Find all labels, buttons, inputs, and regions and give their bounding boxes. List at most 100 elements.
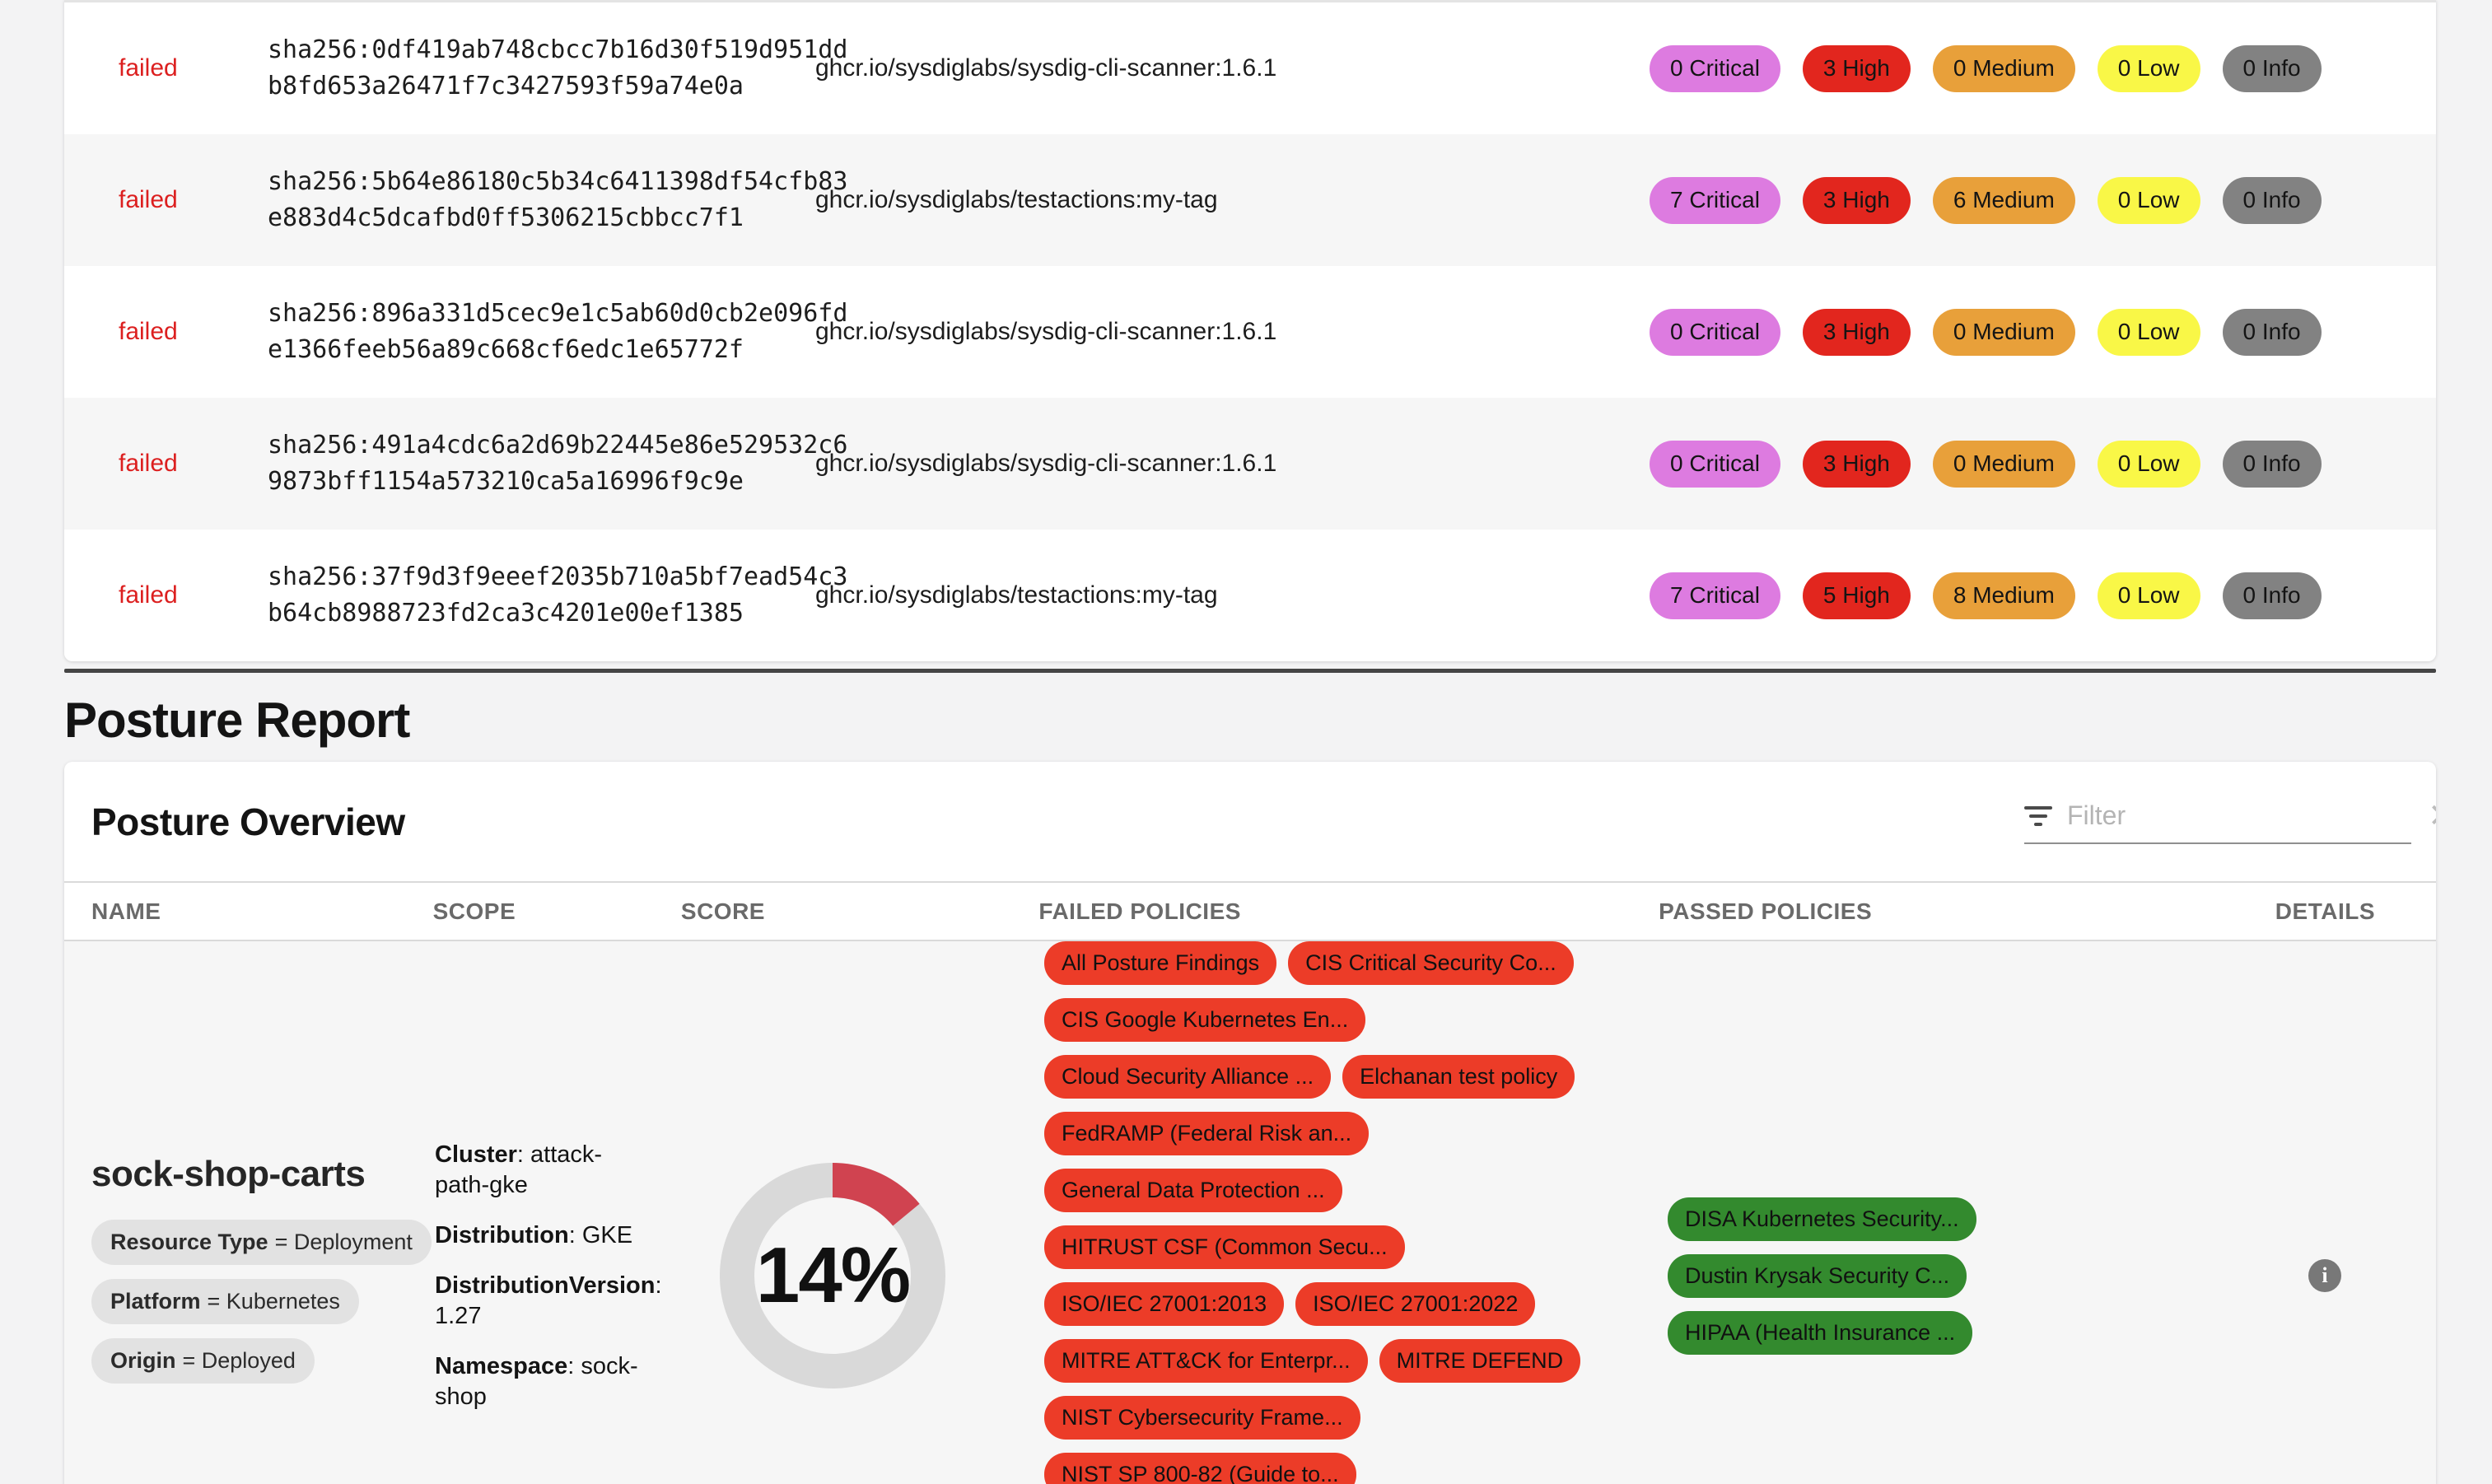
failed-policies-cell: All Posture Findings CIS Critical Securit…: [1044, 941, 1668, 1484]
scan-status: failed: [119, 318, 178, 345]
score-cell: 14%: [684, 1152, 1044, 1399]
failed-policy-badge: General Data Protection ...: [1044, 1169, 1342, 1212]
posture-table-header: NAME SCOPE SCORE FAILED POLICIES PASSED …: [64, 881, 2436, 941]
scope-entry: Distribution: GKE: [435, 1221, 633, 1248]
image-digest: sha256:0df419ab748cbcc7b16d30f519d951dd …: [268, 35, 848, 100]
failed-policy-badge: NIST SP 800-82 (Guide to...: [1044, 1453, 1356, 1484]
filter-field[interactable]: ✕: [2024, 800, 2436, 844]
failed-policy-badge: MITRE DEFEND: [1379, 1339, 1581, 1383]
resource-tag-pill: Resource Type = Deployment: [91, 1220, 432, 1265]
failed-policy-badge: HITRUST CSF (Common Secu...: [1044, 1225, 1405, 1269]
score-donut-svg: [720, 1163, 945, 1388]
severity-badges: 7 Critical 5 High 8 Medium 0 Low 0 Info: [1650, 572, 2322, 619]
scope-entry: DistributionVersion: 1.27: [435, 1272, 662, 1329]
image-name: ghcr.io/sysdiglabs/sysdig-cli-scanner:1.…: [815, 54, 1277, 82]
severity-badge-high: 3 High: [1802, 176, 1911, 224]
failed-policy-badge: Cloud Security Alliance ...: [1044, 1055, 1332, 1099]
scan-status: failed: [119, 450, 178, 477]
severity-badge-critical: 7 Critical: [1650, 176, 1780, 224]
posture-overview-card: Posture Overview ✕ NAME SCOPE SCORE FAIL…: [64, 762, 2436, 1484]
failed-policy-badge: FedRAMP (Federal Risk an...: [1044, 1112, 1370, 1155]
scan-status: failed: [119, 186, 178, 213]
image-digest: sha256:491a4cdc6a2d69b22445e86e529532c6 …: [268, 431, 848, 496]
scan-results-body: failed sha256:0df419ab748cbcc7b16d30f519…: [64, 2, 2436, 661]
scope-entry: Namespace: sock-shop: [435, 1352, 638, 1410]
image-name: ghcr.io/sysdiglabs/sysdig-cli-scanner:1.…: [815, 318, 1277, 345]
details-cell: i: [2288, 1259, 2436, 1292]
column-header-score: SCORE: [680, 898, 765, 924]
column-header-name: NAME: [91, 898, 161, 924]
severity-badge-info: 0 Info: [2222, 44, 2322, 92]
resource-tags: Resource Type = Deployment Platform = Kuber…: [91, 1220, 432, 1398]
scan-result-row: failed sha256:37f9d3f9eeef2035b710a5bf7e…: [64, 530, 2436, 661]
resource-name: sock-shop-carts: [91, 1154, 366, 1194]
severity-badges: 7 Critical 3 High 6 Medium 0 Low 0 Info: [1650, 176, 2322, 224]
column-header-details: DETAILS: [2275, 898, 2375, 924]
severity-badge-info: 0 Info: [2222, 440, 2322, 488]
severity-badge-medium: 0 Medium: [1932, 440, 2075, 488]
image-digest: sha256:5b64e86180c5b34c6411398df54cfb83 …: [268, 167, 848, 232]
severity-badge-high: 3 High: [1802, 44, 1911, 92]
severity-badge-low: 0 Low: [2097, 308, 2200, 356]
resource-name-cell: sock-shop-carts Resource Type = Deploymen…: [91, 1154, 435, 1398]
clear-filter-icon[interactable]: ✕: [2428, 800, 2436, 833]
image-digest: sha256:896a331d5cec9e1c5ab60d0cb2e096fd …: [268, 299, 848, 364]
severity-badge-medium: 0 Medium: [1932, 44, 2075, 92]
scope-entry: Cluster: attack-path-gke: [435, 1141, 603, 1198]
severity-badge-high: 3 High: [1802, 440, 1911, 488]
scan-result-row: failed sha256:896a331d5cec9e1c5ab60d0cb2…: [64, 266, 2436, 398]
image-digest: sha256:37f9d3f9eeef2035b710a5bf7ead54c3 …: [268, 562, 848, 628]
passed-policy-badge: HIPAA (Health Insurance ...: [1668, 1310, 1973, 1355]
severity-badge-info: 0 Info: [2222, 572, 2322, 619]
posture-card-header: Posture Overview ✕: [64, 762, 2436, 881]
column-header-failed-policies: FAILED POLICIES: [1038, 898, 1241, 924]
scan-result-row: failed sha256:0df419ab748cbcc7b16d30f519…: [64, 2, 2436, 134]
image-name: ghcr.io/sysdiglabs/sysdig-cli-scanner:1.…: [815, 450, 1277, 477]
scan-result-row: failed sha256:491a4cdc6a2d69b22445e86e52…: [64, 398, 2436, 530]
scan-status: failed: [119, 54, 178, 82]
filter-icon: [2024, 805, 2052, 826]
scan-results-table: failed sha256:0df419ab748cbcc7b16d30f519…: [64, 0, 2436, 661]
severity-badge-critical: 0 Critical: [1650, 44, 1780, 92]
severity-badge-high: 5 High: [1802, 572, 1911, 619]
failed-policy-badge: NIST Cybersecurity Frame...: [1044, 1396, 1360, 1440]
severity-badge-low: 0 Low: [2097, 572, 2200, 619]
severity-badge-critical: 7 Critical: [1650, 572, 1780, 619]
column-header-scope: SCOPE: [432, 898, 516, 924]
image-name: ghcr.io/sysdiglabs/testactions:my-tag: [815, 186, 1218, 213]
severity-badge-medium: 8 Medium: [1932, 572, 2075, 619]
failed-policy-badge: All Posture Findings: [1044, 941, 1277, 985]
posture-overview-title: Posture Overview: [91, 800, 405, 843]
severity-badge-medium: 6 Medium: [1932, 176, 2075, 224]
score-donut-chart: 14%: [709, 1152, 956, 1399]
donut-arc: [720, 1163, 945, 1388]
failed-policy-badge: Elchanan test policy: [1342, 1055, 1575, 1099]
severity-badges: 0 Critical 3 High 0 Medium 0 Low 0 Info: [1650, 440, 2322, 488]
section-divider: [64, 669, 2436, 673]
severity-badge-low: 0 Low: [2097, 44, 2200, 92]
failed-policy-badge: ISO/IEC 27001:2013: [1044, 1282, 1285, 1326]
severity-badge-info: 0 Info: [2222, 308, 2322, 356]
image-name: ghcr.io/sysdiglabs/testactions:my-tag: [815, 581, 1218, 609]
column-header-passed-policies: PASSED POLICIES: [1659, 898, 1873, 924]
failed-policy-badge: ISO/IEC 27001:2022: [1295, 1282, 1536, 1326]
details-info-button[interactable]: i: [2308, 1259, 2341, 1292]
severity-badges: 0 Critical 3 High 0 Medium 0 Low 0 Info: [1650, 308, 2322, 356]
severity-badge-low: 0 Low: [2097, 176, 2200, 224]
failed-policy-badge: MITRE ATT&CK for Enterpr...: [1044, 1339, 1368, 1383]
severity-badge-info: 0 Info: [2222, 176, 2322, 224]
severity-badge-medium: 0 Medium: [1932, 308, 2075, 356]
resource-tag-pill: Origin = Deployed: [91, 1338, 315, 1384]
passed-policy-badge: DISA Kubernetes Security...: [1668, 1197, 1976, 1241]
passed-policies-list: DISA Kubernetes Security... Dustin Krysak…: [1668, 1197, 2271, 1355]
severity-badges: 0 Critical 3 High 0 Medium 0 Low 0 Info: [1650, 44, 2322, 92]
severity-badge-high: 3 High: [1802, 308, 1911, 356]
failed-policy-badge: CIS Critical Security Co...: [1288, 941, 1574, 985]
severity-badge-critical: 0 Critical: [1650, 308, 1780, 356]
failed-policies-list: All Posture Findings CIS Critical Securit…: [1044, 941, 1651, 1484]
failed-policy-badge: CIS Google Kubernetes En...: [1044, 998, 1366, 1042]
posture-report-title: Posture Report: [64, 693, 410, 748]
severity-badge-low: 0 Low: [2097, 440, 2200, 488]
severity-badge-critical: 0 Critical: [1650, 440, 1780, 488]
filter-input[interactable]: [2067, 800, 2413, 831]
